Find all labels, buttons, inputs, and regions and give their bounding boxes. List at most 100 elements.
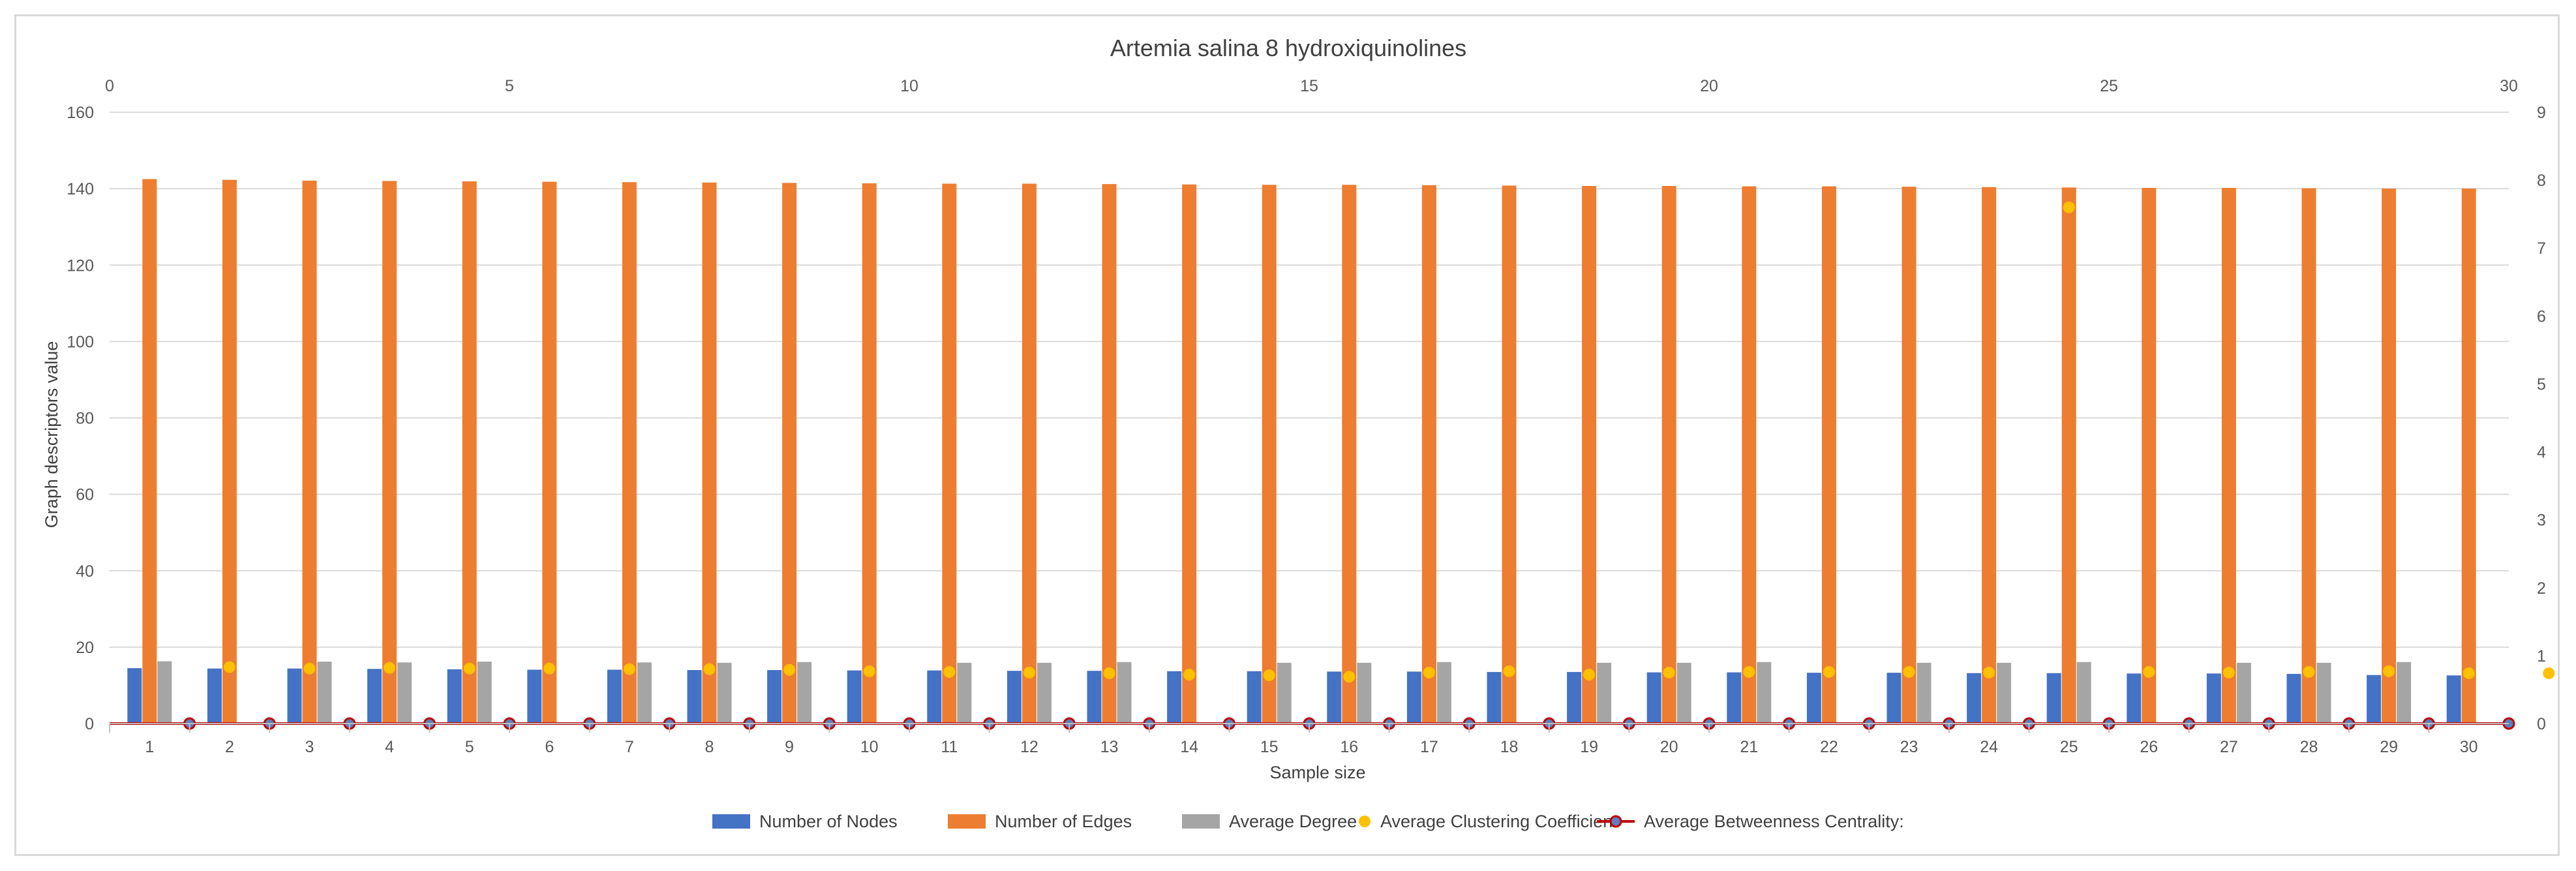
left-tick-label: 120 xyxy=(67,256,94,275)
y-axis-label: Graph descriptors value xyxy=(42,341,61,528)
bar-number-of-edges xyxy=(142,179,157,724)
bar-number-of-nodes xyxy=(1806,673,1821,724)
clustering-point xyxy=(783,664,796,676)
legend-label: Number of Nodes xyxy=(759,812,898,831)
legend-item: Average Betweenness Centrality: xyxy=(1597,812,1904,831)
bar-average-degree xyxy=(157,661,172,724)
bar-number-of-edges xyxy=(1022,183,1037,724)
bar-average-degree xyxy=(1676,662,1691,724)
left-tick-label: 0 xyxy=(85,715,94,733)
clustering-point xyxy=(863,665,875,677)
bar-number-of-edges xyxy=(542,181,557,724)
clustering-point xyxy=(2063,201,2075,213)
bar-number-of-edges xyxy=(1342,185,1357,724)
category-label: 9 xyxy=(785,738,794,756)
bar-number-of-edges xyxy=(2301,188,2316,724)
category-label: 21 xyxy=(1740,738,1758,756)
bars xyxy=(127,179,2476,724)
bar-average-degree xyxy=(637,662,652,724)
bar-number-of-edges xyxy=(2382,189,2397,724)
category-ticks: 1 2 3 4 5 6 7 8 9 10 11 12 13 14 15 16 17 18 19 20 21 22 23 24 2… xyxy=(109,724,2478,756)
category-label: 13 xyxy=(1100,738,1119,756)
bar-number-of-nodes xyxy=(207,668,222,724)
clustering-point xyxy=(1103,667,1115,679)
category-label: 4 xyxy=(385,738,394,756)
bar-number-of-edges xyxy=(1661,186,1676,724)
category-label: 7 xyxy=(625,738,634,756)
legend-label: Number of Edges xyxy=(995,812,1132,831)
category-label: 2 xyxy=(225,738,234,756)
bar-number-of-nodes xyxy=(2286,673,2301,724)
bar-average-degree xyxy=(1757,662,1772,724)
clustering-point xyxy=(943,665,956,678)
right-tick-label: 9 xyxy=(2537,104,2546,122)
clustering-point xyxy=(1423,666,1435,679)
clustering-point xyxy=(623,663,635,675)
bar-number-of-nodes xyxy=(1247,671,1262,724)
bar-number-of-edges xyxy=(702,182,717,724)
category-label: 1 xyxy=(145,738,154,756)
clustering-point xyxy=(1983,666,1995,679)
clustering-point xyxy=(2383,665,2395,677)
top-tick-label: 30 xyxy=(2500,77,2518,95)
clustering-point xyxy=(2143,665,2155,678)
bar-number-of-nodes xyxy=(1007,671,1022,724)
clustering-point xyxy=(463,662,476,675)
bar-number-of-nodes xyxy=(2446,675,2461,724)
bar-number-of-nodes xyxy=(367,669,382,724)
legend: Number of Nodes Number of Edges Average De… xyxy=(712,812,1904,831)
right-axis-ticks: 0 1 2 3 4 5 6 7 8 9 xyxy=(2537,104,2546,733)
category-label: 23 xyxy=(1900,738,1918,756)
bar-number-of-nodes xyxy=(2127,673,2142,724)
bar-number-of-nodes xyxy=(1727,672,1742,724)
top-tick-label: 25 xyxy=(2100,77,2118,95)
clustering-point xyxy=(1903,665,1915,678)
bar-average-degree xyxy=(1357,662,1372,724)
category-label: 14 xyxy=(1180,738,1198,756)
left-tick-label: 140 xyxy=(67,180,94,198)
top-tick-label: 15 xyxy=(1300,77,1318,95)
legend-label: Average Betweenness Centrality: xyxy=(1644,812,1904,831)
legend-swatch xyxy=(1359,816,1371,827)
category-label: 18 xyxy=(1500,738,1519,756)
bar-average-degree xyxy=(397,662,412,724)
bar-number-of-edges xyxy=(2142,187,2157,724)
bar-number-of-edges xyxy=(1821,186,1836,724)
bar-average-degree xyxy=(957,662,972,724)
category-label: 24 xyxy=(1980,738,1998,756)
bar-number-of-edges xyxy=(1262,185,1277,724)
bar-number-of-edges xyxy=(1182,184,1197,724)
category-label: 17 xyxy=(1420,738,1438,756)
bar-average-degree xyxy=(1997,662,2012,724)
bar-average-degree xyxy=(477,662,492,724)
bar-number-of-nodes xyxy=(847,670,862,724)
category-label: 28 xyxy=(2300,738,2318,756)
bar-number-of-edges xyxy=(2221,187,2236,724)
bar-number-of-edges xyxy=(1982,187,1997,724)
bar-number-of-nodes xyxy=(447,669,462,724)
top-tick-label: 0 xyxy=(105,77,114,95)
clustering-point xyxy=(1743,665,1755,678)
clustering-point xyxy=(1583,669,1596,681)
clustering-point xyxy=(2303,665,2315,678)
legend-item: Number of Edges xyxy=(948,812,1132,831)
legend-swatch xyxy=(1182,814,1220,829)
left-tick-label: 100 xyxy=(67,333,94,351)
bar-number-of-edges xyxy=(1902,187,1917,724)
right-tick-label: 7 xyxy=(2537,239,2546,258)
bar-number-of-nodes xyxy=(1327,671,1342,724)
bar-number-of-edges xyxy=(862,183,877,724)
right-tick-label: 4 xyxy=(2537,444,2546,462)
bar-number-of-nodes xyxy=(2046,673,2061,724)
right-tick-label: 0 xyxy=(2537,715,2546,733)
bar-number-of-nodes xyxy=(1487,671,1502,724)
category-label: 26 xyxy=(2140,738,2158,756)
category-label: 15 xyxy=(1260,738,1279,756)
clustering-point xyxy=(1263,669,1275,682)
clustering-point xyxy=(303,662,316,675)
bar-number-of-nodes xyxy=(287,668,302,724)
bar-number-of-edges xyxy=(1582,186,1597,724)
top-axis-ticks: 0 5 10 15 20 25 30 xyxy=(105,77,2518,95)
bar-average-degree xyxy=(1597,662,1612,724)
category-label: 29 xyxy=(2380,738,2398,756)
